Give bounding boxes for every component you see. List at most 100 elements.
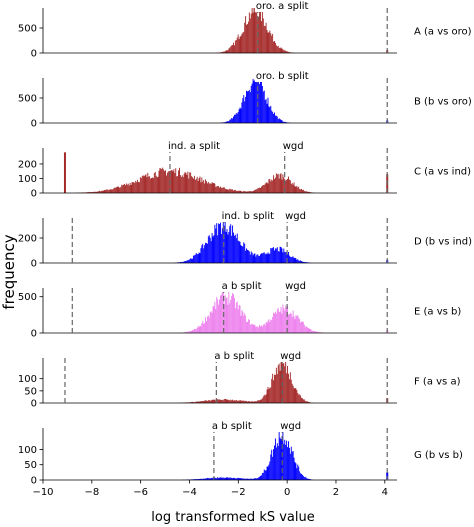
y-tick-label: 100 (18, 445, 37, 456)
histogram-bar (181, 175, 183, 193)
histogram-bar (265, 253, 267, 263)
histogram-bar (281, 120, 283, 123)
histogram-bar (266, 254, 268, 263)
histogram-bar (273, 312, 275, 333)
marker-label-bg (213, 351, 256, 362)
histogram-bar (146, 177, 148, 193)
y-tick-label: 50 (24, 386, 37, 397)
histogram-bar (168, 170, 170, 193)
histogram-bar (270, 319, 272, 333)
histogram-bar (237, 34, 239, 53)
histogram-bar (315, 331, 316, 333)
histogram-bar (195, 479, 197, 480)
tail-spike-bar (63, 152, 66, 193)
histogram-bar (255, 81, 257, 123)
histogram-bar (235, 190, 237, 193)
histogram-bar (279, 311, 281, 333)
histogram-bar (224, 122, 226, 123)
histogram-bar (97, 191, 98, 193)
histogram-bar (242, 246, 244, 263)
histogram-bar (224, 188, 226, 193)
histogram-bar (271, 378, 273, 403)
histogram-bar (241, 246, 243, 263)
histogram-bar (235, 238, 237, 263)
histogram-bar (185, 261, 187, 263)
histogram-bar (295, 258, 297, 263)
histogram-bar (296, 316, 298, 333)
histogram-bar (117, 186, 119, 193)
histogram-bar (207, 478, 209, 480)
histogram-bar (226, 121, 228, 123)
histogram-bar (285, 180, 287, 193)
histogram-bar (223, 187, 225, 193)
histogram-bar (233, 294, 234, 333)
histogram-bar (100, 190, 102, 193)
histogram-bar (102, 191, 104, 193)
histogram-bar (272, 456, 274, 480)
marker-label-bg (166, 141, 222, 152)
histogram-bar (263, 252, 265, 263)
histogram-bar (184, 172, 186, 193)
histogram-bar (317, 331, 319, 333)
histogram-bar (174, 172, 176, 193)
histogram-bar (235, 302, 237, 333)
histogram-bar (233, 190, 234, 193)
histogram-bar (302, 475, 304, 480)
marker-label: wgd (280, 421, 301, 432)
histogram-bar (296, 259, 298, 263)
histogram-bar (282, 252, 284, 263)
histogram-bar (229, 226, 231, 263)
histogram-bar (236, 113, 238, 123)
histogram-bar (228, 477, 230, 480)
histogram-bar (231, 235, 233, 263)
histogram-bar (129, 182, 131, 193)
panel-3: 0 100 200 ind. a split wgd C (a vs ind) (18, 141, 471, 200)
histogram-bar (194, 254, 196, 263)
histogram-bar (196, 254, 198, 263)
histogram-bar (292, 451, 294, 480)
marker-label: a b split (222, 281, 262, 292)
histogram-bar (217, 299, 219, 333)
histogram-bar (158, 170, 160, 193)
histogram-bar (198, 327, 200, 333)
marker-label-bg (284, 281, 308, 292)
histogram-bar (280, 246, 282, 263)
histogram-bar (261, 10, 263, 54)
histogram-bar (211, 312, 213, 333)
histogram-bar (251, 323, 253, 333)
histogram-bar (182, 261, 184, 263)
histogram-bar (220, 52, 222, 53)
histogram-bar (283, 50, 285, 53)
histogram-bar (268, 319, 270, 333)
histogram-bar (115, 187, 117, 193)
histogram-bar (229, 47, 231, 53)
histogram-bar (297, 392, 299, 403)
histogram-bar (221, 187, 223, 193)
histogram-bar (226, 477, 228, 480)
histogram-bar (243, 478, 245, 480)
histogram-bar (270, 454, 272, 480)
histogram-bar (246, 321, 248, 333)
histogram-bar (242, 32, 244, 53)
marker-label-bg (254, 1, 310, 12)
histogram-bar (124, 184, 125, 193)
histogram-bar (268, 253, 270, 263)
histogram-bar (227, 304, 229, 333)
histogram-bar (273, 449, 275, 480)
histogram-bar (280, 173, 282, 193)
panel-1: 0 500 oro. a split A (a vs oro) (18, 1, 472, 60)
histogram-bar (221, 228, 223, 263)
histogram-bar (314, 331, 316, 333)
histogram-bar (202, 478, 204, 480)
histogram-bar (277, 307, 279, 333)
histogram-bar (277, 446, 279, 480)
histogram-bar (284, 179, 286, 193)
histogram-bar (105, 189, 107, 193)
histogram-bar (148, 176, 150, 193)
histogram-bar (279, 246, 281, 263)
histogram-bar (296, 390, 298, 403)
histogram-bar (250, 324, 252, 333)
histogram-bar (203, 248, 205, 263)
histogram-bar (256, 189, 258, 193)
histogram-bar (299, 189, 301, 193)
